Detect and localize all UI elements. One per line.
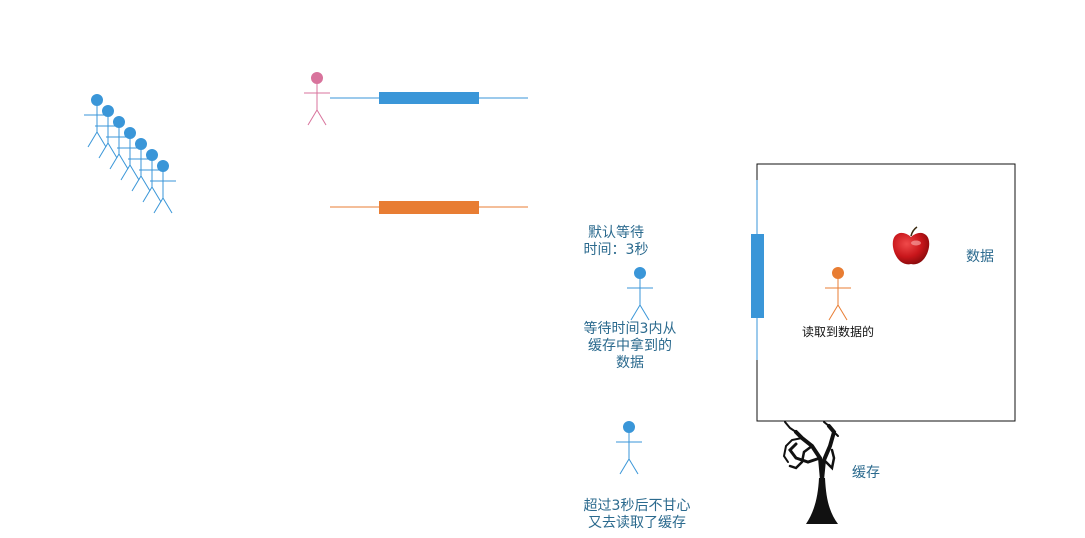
thread-figure-icon [94, 105, 122, 159]
reader-figure-icon [824, 267, 852, 321]
thread-figure-icon [149, 160, 177, 214]
thread-figure-icon [138, 149, 166, 203]
default-wait-label: 默认等待 时间：3秒 [583, 225, 649, 258]
late-read-label: 超过3秒后不甘心 又去读取了缓存 [583, 498, 691, 531]
data-label: 数据 [966, 249, 994, 265]
thread-crowd [83, 94, 177, 214]
orange-bar [379, 201, 479, 214]
cache-box [756, 163, 1016, 422]
blue-bar [379, 92, 479, 104]
read-data-label: 读取到数据的 [801, 325, 874, 339]
blue-timeline [330, 92, 528, 104]
pink-figure-icon [303, 72, 331, 126]
orange-timeline [330, 201, 528, 214]
apple-icon [892, 226, 930, 265]
thread-figure-icon [105, 116, 133, 170]
cache-label: 缓存 [852, 465, 880, 481]
late-thread-figure-icon [615, 421, 643, 475]
waiting-thread-figure-icon [626, 267, 654, 321]
thread-figure-icon [116, 127, 144, 181]
cache-gate-bar [751, 234, 764, 318]
tree-icon [782, 421, 839, 524]
thread-figure-icon [127, 138, 155, 192]
thread-figure-icon [83, 94, 111, 148]
cache-hit-label: 等待时间3内从 缓存中拿到的 数据 [583, 321, 677, 371]
